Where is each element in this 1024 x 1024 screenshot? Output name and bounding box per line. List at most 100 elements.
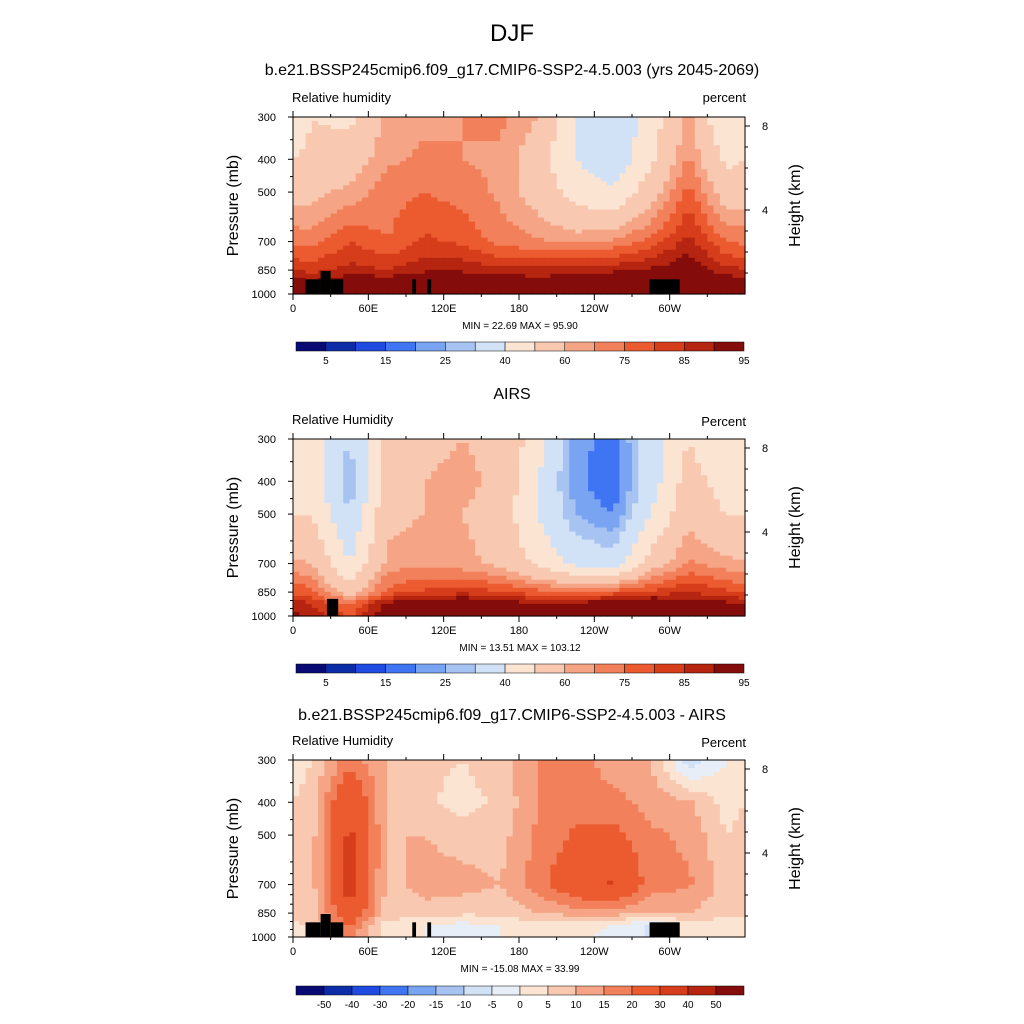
heatmap-cell [525,467,533,472]
heatmap-cell [443,487,451,492]
heatmap-cell [399,285,407,291]
heatmap-cell [456,281,464,287]
heatmap-cell [550,459,558,464]
y-axis-right-title: Height (km) [787,164,804,247]
heatmap-cell [487,209,495,215]
heatmap-cell [431,257,438,263]
heatmap-cell [575,133,583,138]
heatmap-cell [487,237,495,243]
heatmap-cell [556,483,564,488]
heatmap-cell [537,153,545,158]
heatmap-cell [606,129,614,134]
heatmap-cell [449,479,457,484]
heatmap-cell [688,257,696,263]
heatmap-cell [512,499,520,504]
heatmap-cell [380,491,388,496]
heatmap-cell [399,177,407,182]
heatmap-cell [581,491,589,496]
heatmap-cell [368,471,376,476]
heatmap-cell [719,265,727,271]
heatmap-cell [324,197,332,203]
heatmap-cell [406,479,413,484]
heatmap-cell [293,459,300,464]
heatmap-cell [525,289,533,295]
heatmap-cell [650,519,658,525]
heatmap-cell [475,229,482,235]
heatmap-cell [556,289,564,295]
heatmap-cell [663,237,671,243]
heatmap-cell [343,209,351,215]
heatmap-cell [701,265,708,271]
heatmap-cell [349,281,357,287]
heatmap-cell [418,241,426,247]
heatmap-cell [657,209,664,215]
heatmap-cell [462,487,470,492]
heatmap-cell [600,161,608,166]
heatmap-cell [575,451,583,456]
heatmap-cell [468,519,476,525]
heatmap-cell [713,447,721,452]
heatmap-cell [569,519,577,525]
heatmap-cell [713,125,721,130]
heatmap-cell [707,217,715,223]
heatmap-cell [569,141,577,146]
heatmap-cell [732,507,740,513]
heatmap-cell [688,483,696,488]
heatmap-cell [311,129,319,134]
heatmap-cell [537,277,545,283]
heatmap-cell [349,471,357,476]
heatmap-cell [556,475,564,480]
heatmap-cell [481,507,489,513]
heatmap-cell [412,173,420,178]
heatmap-cell [355,451,363,456]
heatmap-cell [519,527,526,533]
heatmap-cell [487,527,495,533]
heatmap-cell [406,161,413,166]
heatmap-cell [644,201,652,207]
heatmap-cell [632,189,639,195]
heatmap-cell [406,133,413,138]
heatmap-cell [449,129,457,134]
heatmap-cell [707,157,715,162]
heatmap-cell [424,527,432,533]
heatmap-cell [437,213,445,219]
heatmap-cell [462,507,470,513]
heatmap-cell [368,491,376,496]
heatmap-cell [437,205,445,211]
heatmap-cell [544,515,551,521]
heatmap-cell [713,209,721,215]
heatmap-cell [349,165,357,170]
heatmap-cell [632,479,639,484]
heatmap-cell [374,197,382,203]
heatmap-cell [431,273,438,279]
heatmap-cell [393,165,401,170]
heatmap-cell [462,523,470,529]
heatmap-cell [399,217,407,223]
heatmap-cell [525,213,533,219]
heatmap-cell [632,285,639,291]
heatmap-cell [387,153,395,158]
heatmap-cell [293,237,300,243]
heatmap-cell [613,507,621,513]
heatmap-cell [726,149,734,154]
heatmap-cell [575,495,583,500]
heatmap-cell [393,181,401,186]
heatmap-cell [374,117,382,122]
heatmap-cell [318,169,325,174]
heatmap-cell [544,245,551,251]
heatmap-cell [675,483,683,488]
heatmap-cell [738,157,746,162]
heatmap-cell [544,197,551,203]
heatmap-cell [500,121,508,126]
heatmap-cell [544,157,551,162]
heatmap-cell [669,467,677,472]
heatmap-cell [644,253,652,259]
heatmap-cell [613,459,621,464]
heatmap-cell [525,225,533,231]
heatmap-cell [380,265,388,271]
heatmap-cell [380,145,388,150]
heatmap-cell [556,141,564,146]
heatmap-cell [424,507,432,513]
heatmap-cell [732,447,740,452]
heatmap-cell [368,241,376,247]
